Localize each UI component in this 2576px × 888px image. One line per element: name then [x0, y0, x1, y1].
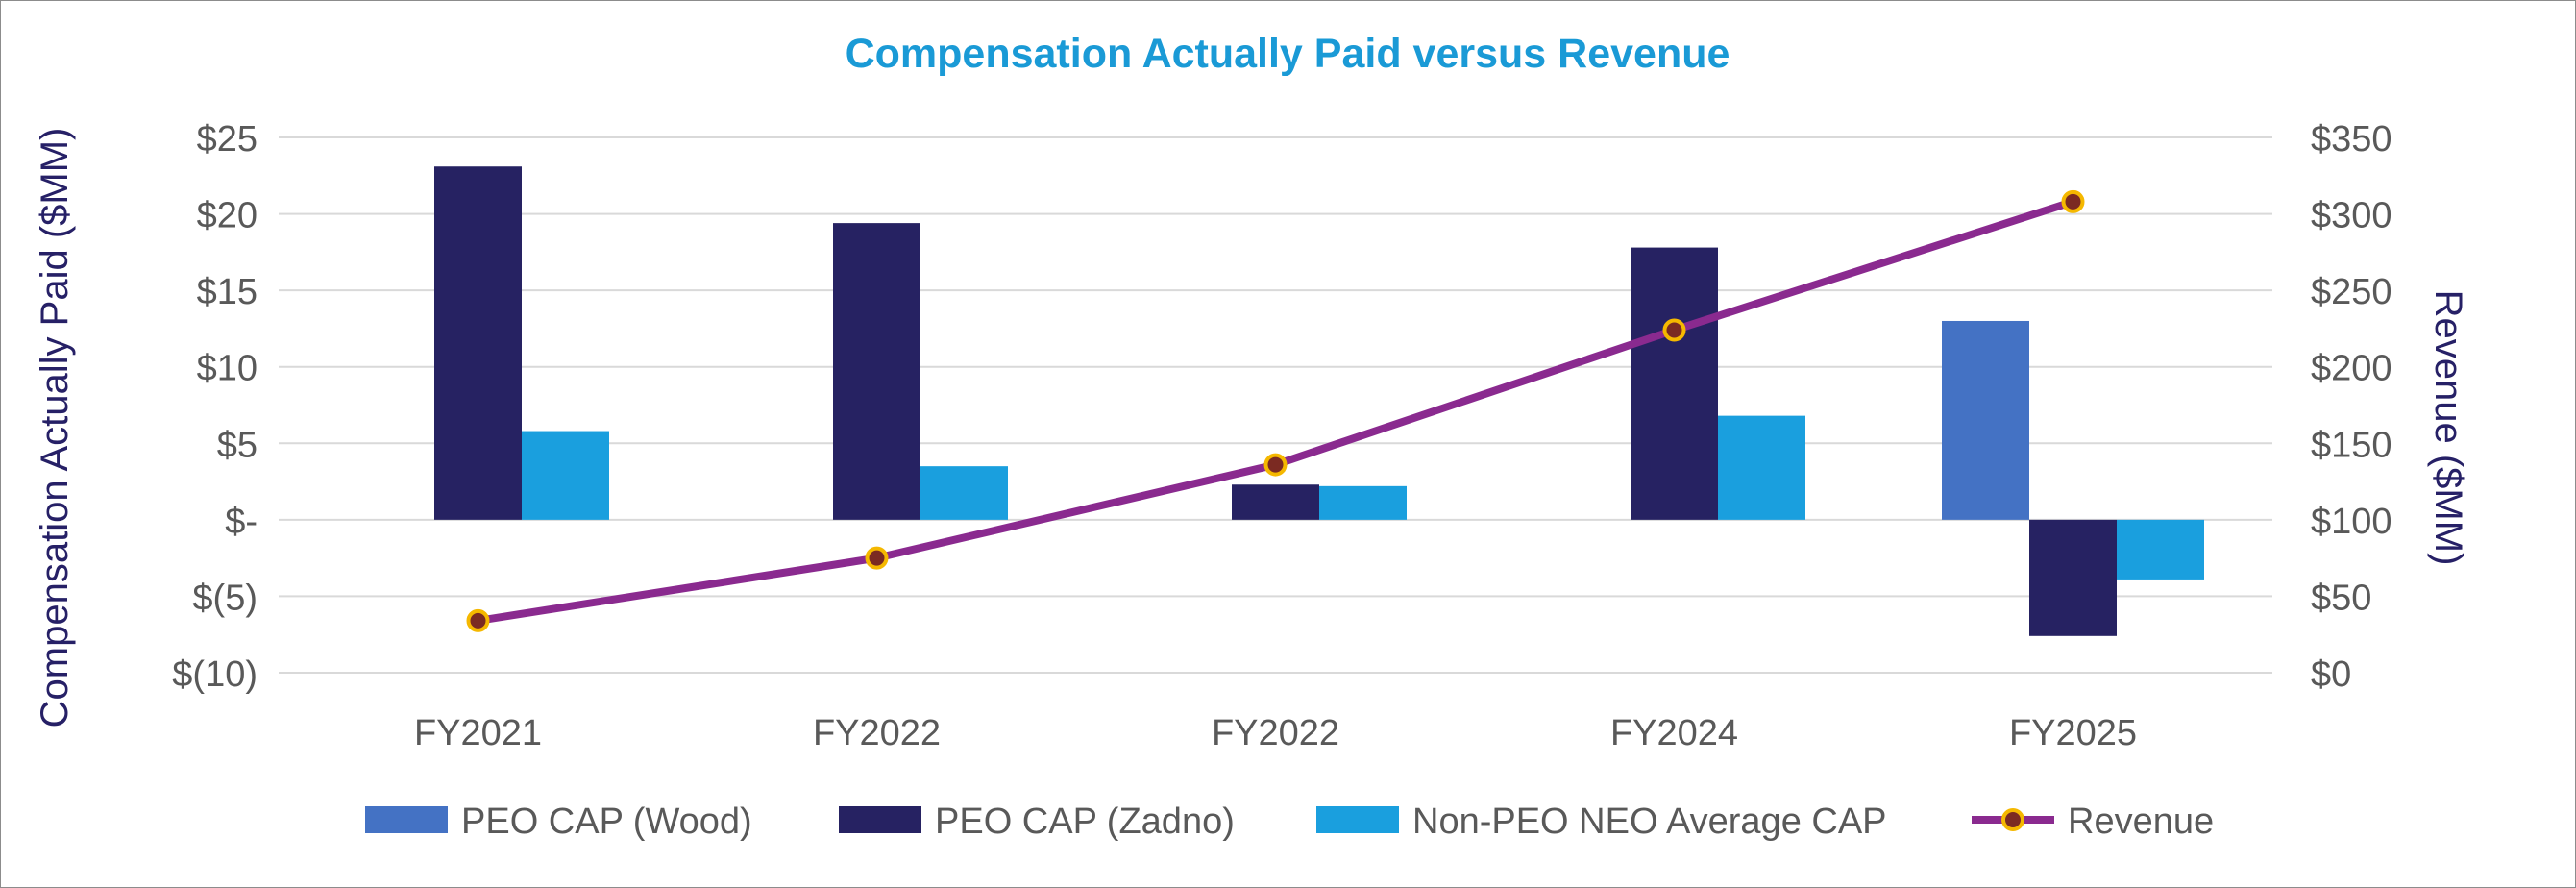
legend-label: PEO CAP (Wood) — [461, 802, 752, 842]
legend-label: Non-PEO NEO Average CAP — [1412, 802, 1887, 842]
y-tick-label-right: $150 — [2311, 425, 2392, 465]
y-axis-label-left: Compensation Actually Paid ($MM) — [34, 128, 76, 728]
bar-zadno — [833, 223, 920, 520]
y-tick-label-left: $25 — [197, 119, 258, 160]
y-tick-label-right: $100 — [2311, 502, 2392, 542]
revenue-line — [477, 198, 2074, 625]
legend-label: Revenue — [2068, 802, 2214, 842]
chart-title: Compensation Actually Paid versus Revenu… — [846, 31, 1730, 77]
x-tick-label: FY2021 — [414, 713, 542, 753]
y-tick-label-left: $(5) — [192, 578, 258, 618]
y-tick-label-right: $250 — [2311, 272, 2392, 312]
bar-non-peo — [2117, 519, 2204, 580]
revenue-point — [1263, 453, 1288, 477]
x-tick-label: FY2025 — [2009, 713, 2137, 753]
revenue-line-layer — [466, 189, 2085, 632]
x-tick-label: FY2024 — [1610, 713, 1738, 753]
bar-zadno — [1232, 484, 1319, 520]
revenue-point — [865, 546, 889, 570]
y-tick-label-left: $- — [225, 502, 258, 542]
legend-swatch — [365, 806, 448, 833]
y-tick-label-left: $(10) — [172, 654, 258, 695]
y-tick-label-right: $350 — [2311, 119, 2392, 160]
y-tick-label-right: $0 — [2311, 654, 2351, 695]
y-axis-label-right: Revenue ($MM) — [2427, 290, 2469, 566]
bar-zadno — [2029, 519, 2117, 636]
x-tick-label: FY2022 — [1212, 713, 1339, 753]
bar-wood — [1942, 320, 2029, 520]
legend-marker — [2001, 808, 2024, 831]
y-tick-label-left: $5 — [217, 425, 258, 465]
revenue-point — [1662, 318, 1686, 342]
bar-non-peo — [1319, 485, 1407, 520]
bars — [434, 166, 2204, 636]
bar-non-peo — [920, 466, 1008, 520]
y-tick-label-right: $50 — [2311, 578, 2371, 618]
y-tick-label-left: $20 — [197, 196, 258, 236]
y-tick-label-left: $15 — [197, 272, 258, 312]
bar-zadno — [1631, 247, 1718, 520]
bar-non-peo — [1718, 415, 1805, 520]
y-tick-label-left: $10 — [197, 349, 258, 389]
bar-non-peo — [522, 431, 609, 520]
y-tick-label-right: $300 — [2311, 196, 2392, 236]
revenue-point — [2061, 189, 2085, 213]
y-tick-label-right: $200 — [2311, 349, 2392, 389]
revenue-point — [466, 608, 490, 632]
legend-label: PEO CAP (Zadno) — [935, 802, 1235, 842]
tick-labels: $25 $20 $15 $10 $5 $- $(5) $(10) $350 $300 $250 $20… — [172, 119, 2392, 753]
legend-swatch — [839, 806, 921, 833]
x-tick-label: FY2022 — [813, 713, 941, 753]
legend-swatch — [1316, 806, 1399, 833]
bar-zadno — [434, 166, 522, 520]
legend: PEO CAP (Wood) PEO CAP (Zadno) Non-PEO NEO… — [365, 802, 2214, 842]
